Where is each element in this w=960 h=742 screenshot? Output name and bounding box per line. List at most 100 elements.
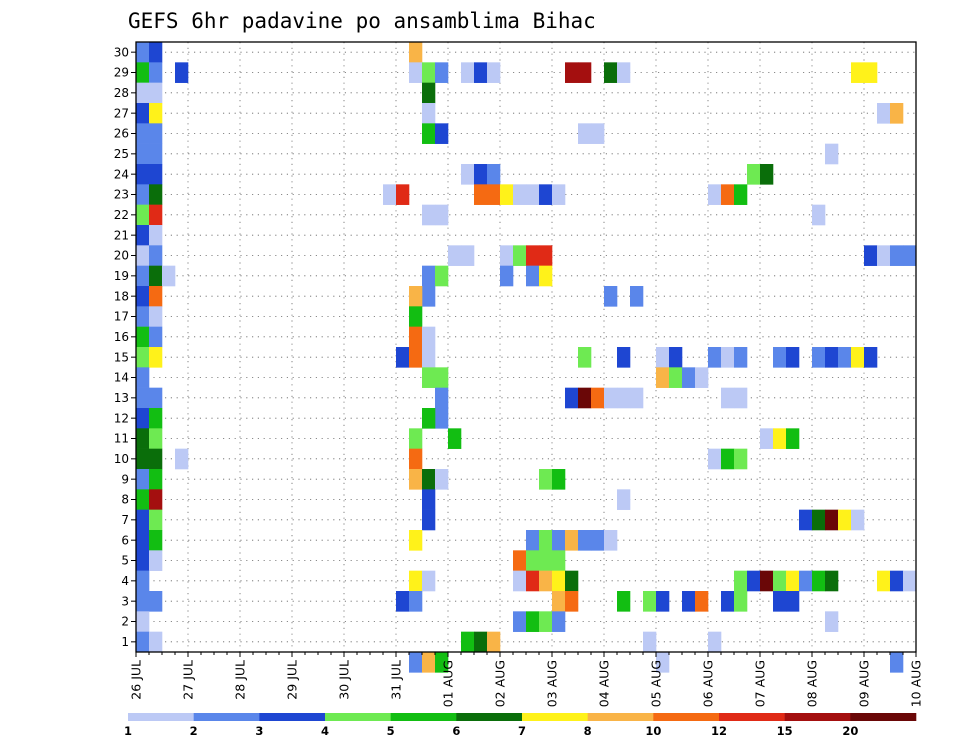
colorbar-segment <box>259 713 326 721</box>
heatmap-cell <box>812 347 826 368</box>
heatmap-cell <box>721 347 735 368</box>
heatmap-cell <box>149 62 163 83</box>
heatmap-cell <box>617 591 631 612</box>
heatmap-cell <box>565 570 579 592</box>
heatmap-cell <box>864 62 878 83</box>
y-tick-label: 10 <box>114 452 129 466</box>
heatmap-cell <box>487 62 501 83</box>
heatmap-cell <box>409 652 423 673</box>
heatmap-cell <box>422 489 436 510</box>
heatmap-cell <box>539 611 553 632</box>
heatmap-cell <box>422 570 436 592</box>
heatmap-cell <box>851 509 865 531</box>
heatmap-cell <box>890 103 904 124</box>
heatmap-cell <box>721 591 735 612</box>
heatmap-cell <box>474 184 488 205</box>
y-tick-label: 16 <box>114 330 129 344</box>
heatmap-cell <box>565 387 579 409</box>
heatmap-cell <box>409 469 423 490</box>
heatmap-cell <box>578 530 592 551</box>
heatmap-cell <box>682 591 696 612</box>
heatmap-cell <box>812 509 826 531</box>
heatmap-cell <box>136 448 150 470</box>
heatmap-cell <box>136 143 150 165</box>
heatmap-cell <box>656 652 670 673</box>
heatmap-cell <box>136 265 150 287</box>
colorbar-label: 3 <box>255 724 263 738</box>
heatmap-cell <box>149 225 163 246</box>
heatmap-cell <box>747 164 761 185</box>
heatmap-cell <box>149 326 163 348</box>
heatmap-cell <box>435 469 449 490</box>
y-tick-label: 7 <box>121 513 129 527</box>
heatmap-cell <box>422 82 436 104</box>
heatmap-cell <box>565 62 579 83</box>
heatmap-cell <box>409 570 423 592</box>
y-axis-ticks: 1234567891011121314151617181920212223242… <box>114 45 136 649</box>
heatmap-cell <box>578 387 592 409</box>
y-tick-label: 25 <box>114 147 129 161</box>
heatmap-cell <box>136 42 150 63</box>
heatmap-cell <box>513 245 527 266</box>
colorbar-segment <box>850 713 917 721</box>
heatmap-cell <box>851 62 865 83</box>
heatmap-cell <box>487 164 501 185</box>
chart-title: GEFS 6hr padavine po ansamblima Bihac <box>128 9 596 33</box>
heatmap-cell <box>149 286 163 307</box>
heatmap-cell <box>409 591 423 612</box>
heatmap-cell <box>409 428 423 449</box>
heatmap-cell <box>708 631 722 653</box>
y-tick-label: 26 <box>114 127 129 141</box>
heatmap-cell <box>539 184 553 205</box>
heatmap-cell <box>734 591 748 612</box>
heatmap-cell <box>149 448 163 470</box>
heatmap-cell <box>162 265 176 287</box>
heatmap-cell <box>136 204 150 226</box>
heatmap-cell <box>552 550 566 571</box>
heatmap-cell <box>734 387 748 409</box>
heatmap-cell <box>604 530 618 551</box>
heatmap-cell <box>487 631 501 653</box>
heatmap-cell <box>734 448 748 470</box>
heatmap-cell <box>760 428 774 449</box>
y-tick-label: 20 <box>114 249 129 263</box>
heatmap-cell <box>526 265 540 287</box>
heatmap-cell <box>825 570 839 592</box>
heatmap-cell <box>552 184 566 205</box>
heatmap-cell <box>149 550 163 571</box>
heatmap-cell <box>500 245 514 266</box>
heatmap-cell <box>565 591 579 612</box>
colorbar-label: 6 <box>452 724 460 738</box>
y-tick-label: 6 <box>121 533 129 547</box>
heatmap-cell <box>773 591 787 612</box>
heatmap-cell <box>526 570 540 592</box>
heatmap-cell <box>136 103 150 124</box>
heatmap-cell <box>396 347 410 368</box>
heatmap-cell <box>630 387 644 409</box>
y-tick-label: 22 <box>114 208 129 222</box>
x-tick-label: 31 JUL <box>389 660 404 700</box>
heatmap-cell <box>799 570 813 592</box>
colorbar-segment <box>653 713 720 721</box>
heatmap-cell <box>422 286 436 307</box>
heatmap-cell <box>773 570 787 592</box>
heatmap-cell <box>604 387 618 409</box>
y-tick-label: 29 <box>114 66 129 80</box>
y-tick-label: 17 <box>114 310 129 324</box>
heatmap-cell <box>435 367 449 388</box>
x-tick-label: 27 JUL <box>181 660 196 700</box>
heatmap-cell <box>149 387 163 409</box>
heatmap-cell <box>526 245 540 266</box>
colorbar-label: 8 <box>584 724 592 738</box>
y-tick-label: 11 <box>114 432 129 446</box>
heatmap-cell <box>136 184 150 205</box>
heatmap-cell <box>409 306 423 327</box>
heatmap-cell <box>149 631 163 653</box>
heatmap-cell <box>773 428 787 449</box>
heatmap-cell <box>422 652 436 673</box>
heatmap-cell <box>617 387 631 409</box>
heatmap-cell <box>838 509 852 531</box>
heatmap-cell <box>461 62 475 83</box>
heatmap-cell <box>136 530 150 551</box>
heatmap-cell <box>149 82 163 104</box>
